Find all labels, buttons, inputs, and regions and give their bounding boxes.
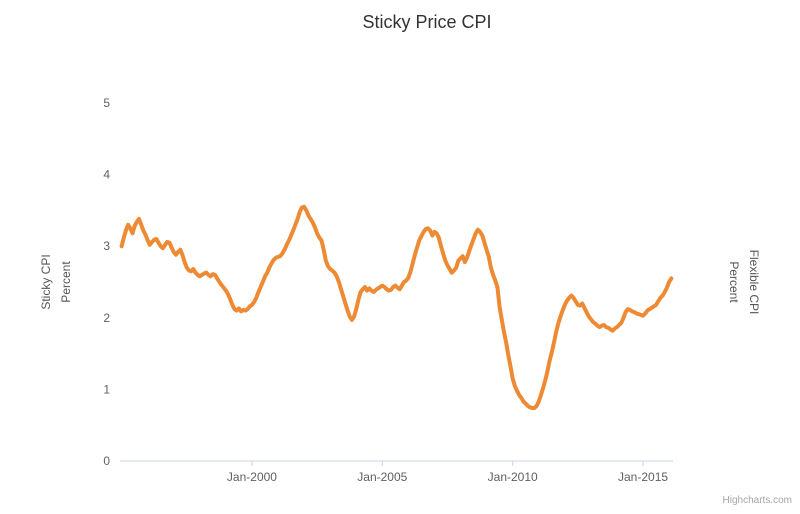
chart-title: Sticky Price CPI bbox=[362, 12, 492, 32]
x-axis-tick-label: Jan-2015 bbox=[618, 470, 668, 484]
y-axis-tick-label: 4 bbox=[103, 168, 110, 182]
x-axis-tick-label: Jan-2005 bbox=[357, 470, 407, 484]
highcharts-credit-link[interactable]: Highcharts.com bbox=[722, 495, 792, 506]
sticky-cpi-series-line[interactable] bbox=[119, 204, 674, 410]
y-axis-tick-label: 3 bbox=[103, 239, 110, 253]
x-axis-tick-label: Jan-2010 bbox=[488, 470, 538, 484]
x-axis-tick-label: Jan-2000 bbox=[227, 470, 277, 484]
y-axis-tick-label: 2 bbox=[103, 311, 110, 325]
y-axis-tick-label: 1 bbox=[103, 382, 110, 396]
y-axis-tick-label: 5 bbox=[103, 96, 110, 110]
y-axis-tick-label: 0 bbox=[103, 454, 110, 468]
